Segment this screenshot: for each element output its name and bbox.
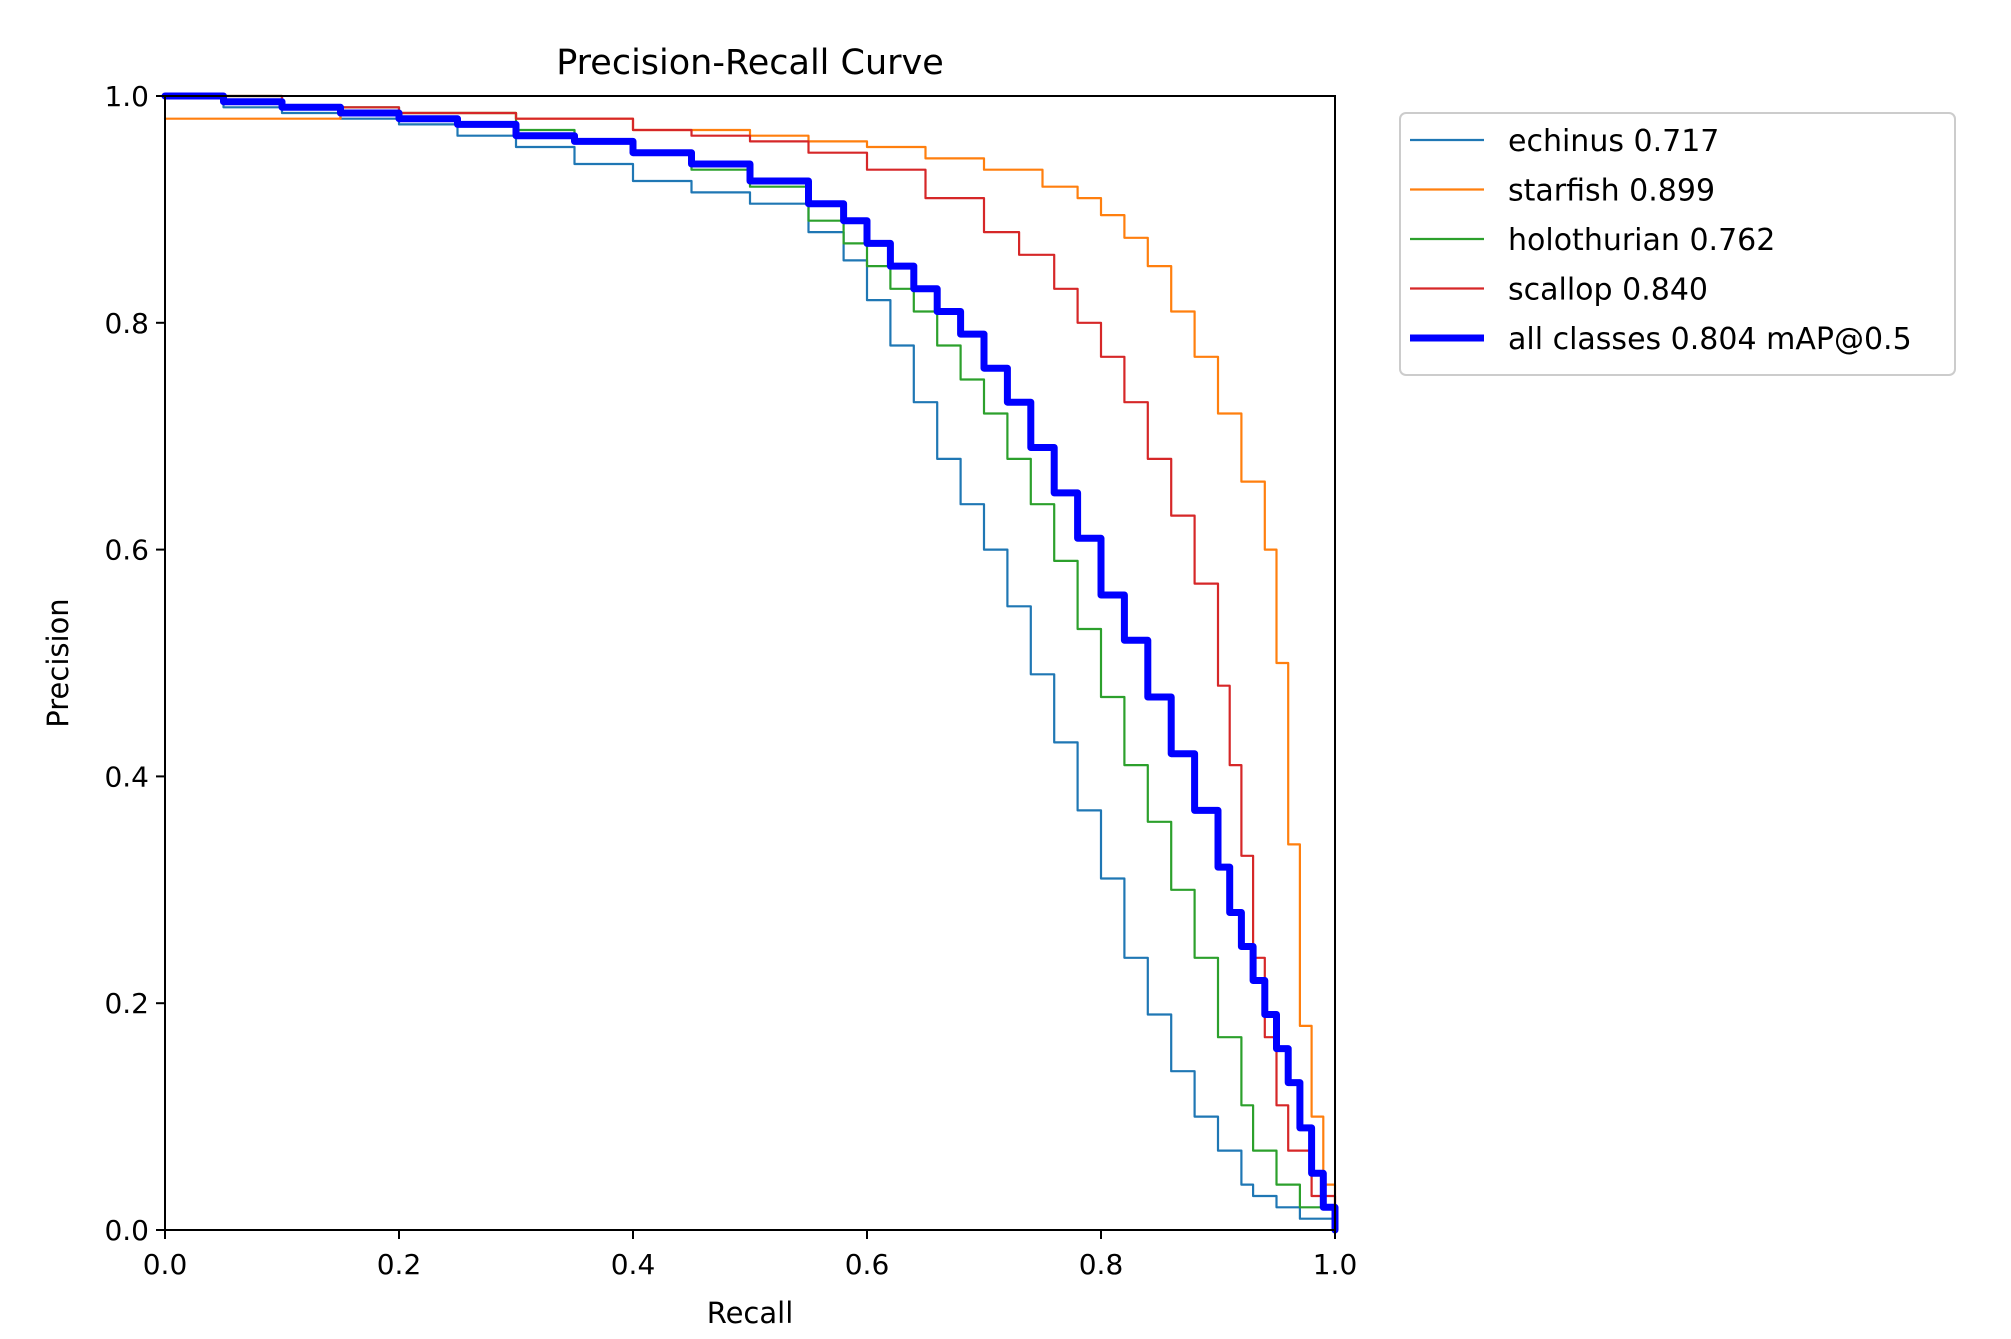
y-axis-title: Precision bbox=[41, 598, 75, 727]
x-tick-label: 1.0 bbox=[1313, 1248, 1358, 1281]
chart-title: Precision-Recall Curve bbox=[556, 43, 944, 83]
y-tick-label: 0.6 bbox=[104, 534, 149, 567]
x-ticks: 0.0 0.2 0.4 0.6 0.8 1.0 bbox=[143, 1230, 1358, 1281]
x-tick-label: 0.6 bbox=[845, 1248, 890, 1281]
legend: echinus 0.717 starfish 0.899 holothurian 0… bbox=[1399, 112, 1956, 376]
y-tick-label: 1.0 bbox=[104, 80, 149, 113]
x-tick-label: 0.2 bbox=[377, 1248, 422, 1281]
legend-label: echinus 0.717 bbox=[1508, 124, 1719, 159]
legend-frame bbox=[1399, 112, 1956, 376]
series-line-starfish-0-899 bbox=[163, 111, 1337, 1232]
y-tick-label: 0.8 bbox=[104, 307, 149, 340]
legend-label: holothurian 0.762 bbox=[1508, 223, 1775, 258]
y-ticks: 0.0 0.2 0.4 0.6 0.8 1.0 bbox=[104, 80, 165, 1247]
y-tick-label: 0.0 bbox=[104, 1214, 149, 1247]
x-axis-title: Recall bbox=[707, 1296, 794, 1330]
x-tick-label: 0.4 bbox=[611, 1248, 656, 1281]
plot-frame bbox=[164, 95, 1336, 1231]
series-line-scallop-0-840 bbox=[163, 94, 1337, 1232]
y-tick-label: 0.2 bbox=[104, 987, 149, 1020]
legend-label: scallop 0.840 bbox=[1508, 273, 1708, 308]
legend-label: all classes 0.804 mAP@0.5 bbox=[1508, 322, 1912, 357]
legend-entries: echinus 0.717 starfish 0.899 holothurian 0… bbox=[1410, 124, 1912, 357]
y-tick-label: 0.4 bbox=[104, 760, 149, 793]
x-tick-label: 0.0 bbox=[143, 1248, 188, 1281]
series-layer bbox=[161, 92, 1339, 1234]
legend-label: starfish 0.899 bbox=[1508, 174, 1715, 209]
series-line-all-classes-0-804-map-0-5 bbox=[161, 92, 1339, 1234]
x-tick-label: 0.8 bbox=[1079, 1248, 1124, 1281]
